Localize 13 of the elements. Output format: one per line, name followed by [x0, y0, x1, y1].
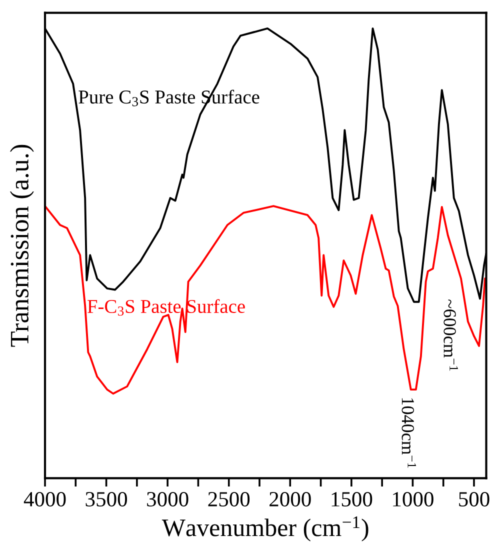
x-tick-label: 3000 — [147, 492, 188, 507]
annotation: 1040cm$^{−1}$ — [402, 398, 416, 468]
x-tick-label: 500 — [459, 492, 490, 507]
x-tick-label: 4000 — [24, 492, 66, 507]
annotation: ~600cm$^{−1}$ — [444, 299, 458, 371]
y-axis-title: Transmission (a.u.) — [10, 144, 34, 347]
x-tick-label: 3500 — [86, 492, 127, 507]
series-label: F-C$_{3}$S Paste Surface — [87, 299, 245, 316]
x-tick-label: 2500 — [208, 492, 250, 507]
x-tick-label: 1500 — [332, 492, 372, 507]
x-tick-label: 1000 — [393, 492, 434, 507]
x-axis-title: Wavenumber (cm$^{−1}$) — [162, 516, 368, 542]
x-tick-label: 2000 — [270, 492, 311, 507]
